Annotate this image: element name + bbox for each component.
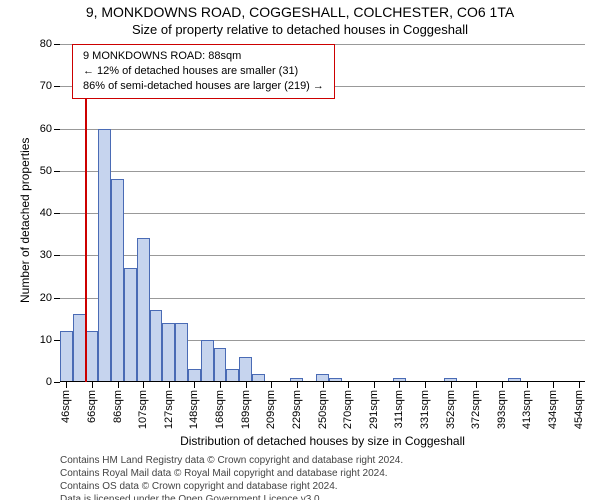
x-tick-label: 209sqm [265, 390, 277, 429]
chart-title: 9, MONKDOWNS ROAD, COGGESHALL, COLCHESTE… [0, 4, 600, 20]
gridline [60, 129, 585, 130]
footer-line: Contains OS data © Crown copyright and d… [60, 480, 590, 493]
x-tick [66, 382, 67, 388]
bar [162, 323, 175, 382]
x-tick-label: 250sqm [317, 390, 329, 429]
bar [150, 310, 163, 382]
x-tick-label: 189sqm [240, 390, 252, 429]
x-tick [220, 382, 221, 388]
annotation-line-3: 86% of semi-detached houses are larger (… [83, 79, 324, 94]
y-tick-label: 0 [46, 376, 52, 388]
x-tick-label: 229sqm [291, 390, 303, 429]
y-tick-label: 80 [40, 38, 52, 50]
gridline [60, 171, 585, 172]
bar [239, 357, 252, 382]
x-tick [118, 382, 119, 388]
annotation-line-2: ← 12% of detached houses are smaller (31… [83, 64, 324, 79]
y-tick-label: 10 [40, 334, 52, 346]
x-tick-label: 434sqm [547, 390, 559, 429]
annotation-line-1: 9 MONKDOWNS ROAD: 88sqm [83, 49, 324, 64]
x-tick [92, 382, 93, 388]
y-tick-label: 50 [40, 165, 52, 177]
x-tick [451, 382, 452, 388]
bar [124, 268, 137, 382]
x-axis-baseline [60, 381, 585, 382]
x-tick [323, 382, 324, 388]
x-tick [553, 382, 554, 388]
x-tick [374, 382, 375, 388]
x-tick-label: 127sqm [163, 390, 175, 429]
x-tick-label: 413sqm [521, 390, 533, 429]
chart-subtitle: Size of property relative to detached ho… [0, 22, 600, 37]
y-tick-label: 40 [40, 207, 52, 219]
annotation-box: 9 MONKDOWNS ROAD: 88sqm ← 12% of detache… [72, 44, 335, 99]
footer-line: Data is licensed under the Open Governme… [60, 493, 590, 500]
x-tick [194, 382, 195, 388]
y-tick-label: 30 [40, 249, 52, 261]
x-tick-label: 66sqm [86, 390, 98, 423]
y-tick [54, 382, 60, 383]
x-tick-label: 107sqm [137, 390, 149, 429]
x-tick-label: 331sqm [419, 390, 431, 429]
bar [175, 323, 188, 382]
x-tick-label: 454sqm [573, 390, 585, 429]
bar [201, 340, 214, 382]
x-tick [579, 382, 580, 388]
x-tick-label: 86sqm [112, 390, 124, 423]
x-tick-label: 352sqm [445, 390, 457, 429]
x-tick-label: 291sqm [368, 390, 380, 429]
x-tick [246, 382, 247, 388]
footer: Contains HM Land Registry data © Crown c… [60, 454, 590, 500]
x-tick-label: 372sqm [470, 390, 482, 429]
x-tick-label: 46sqm [60, 390, 72, 423]
x-tick [297, 382, 298, 388]
y-tick-label: 70 [40, 80, 52, 92]
x-tick [271, 382, 272, 388]
x-tick [348, 382, 349, 388]
gridline [60, 213, 585, 214]
x-tick-label: 148sqm [188, 390, 200, 429]
bar [111, 179, 124, 382]
bar [137, 238, 150, 382]
x-tick [143, 382, 144, 388]
footer-line: Contains HM Land Registry data © Crown c… [60, 454, 590, 467]
bar [86, 331, 99, 382]
footer-line: Contains Royal Mail data © Royal Mail co… [60, 467, 590, 480]
bar [60, 331, 73, 382]
x-tick [425, 382, 426, 388]
y-tick-label: 20 [40, 292, 52, 304]
y-tick-label: 60 [40, 123, 52, 135]
bar [98, 129, 111, 383]
x-tick [502, 382, 503, 388]
x-tick [476, 382, 477, 388]
y-axis-label: Number of detached properties [18, 283, 32, 303]
x-tick [169, 382, 170, 388]
x-tick-label: 311sqm [393, 390, 405, 428]
x-tick-label: 393sqm [496, 390, 508, 429]
bar [214, 348, 227, 382]
x-tick [527, 382, 528, 388]
x-tick [399, 382, 400, 388]
x-axis-label: Distribution of detached houses by size … [60, 434, 585, 448]
x-tick-label: 270sqm [342, 390, 354, 429]
x-tick-label: 168sqm [214, 390, 226, 429]
chart-root: { "titles": { "main": "9, MONKDOWNS ROAD… [0, 0, 600, 500]
